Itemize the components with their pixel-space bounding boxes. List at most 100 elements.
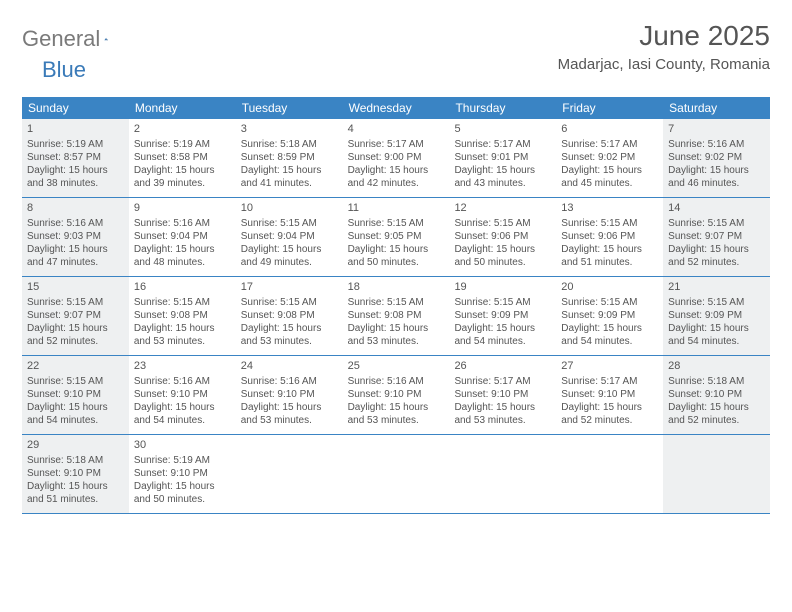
day-number: 7 [668, 122, 765, 136]
sunrise-text: Sunrise: 5:17 AM [454, 138, 551, 151]
sunrise-text: Sunrise: 5:16 AM [134, 375, 231, 388]
sunrise-text: Sunrise: 5:15 AM [27, 375, 124, 388]
day-number: 5 [454, 122, 551, 136]
daylight-text: Daylight: 15 hours [561, 164, 658, 177]
sunset-text: Sunset: 9:02 PM [561, 151, 658, 164]
day-cell: 21Sunrise: 5:15 AMSunset: 9:09 PMDayligh… [663, 277, 770, 355]
day-number: 20 [561, 280, 658, 294]
week-row: 15Sunrise: 5:15 AMSunset: 9:07 PMDayligh… [22, 277, 770, 356]
sunset-text: Sunset: 8:59 PM [241, 151, 338, 164]
daylight-text: Daylight: 15 hours [561, 401, 658, 414]
sunset-text: Sunset: 9:09 PM [668, 309, 765, 322]
day-cell: 3Sunrise: 5:18 AMSunset: 8:59 PMDaylight… [236, 119, 343, 197]
daylight-text: and 51 minutes. [561, 256, 658, 269]
daylight-text: Daylight: 15 hours [241, 164, 338, 177]
day-number: 4 [348, 122, 445, 136]
logo: General [22, 26, 130, 52]
daylight-text: Daylight: 15 hours [454, 164, 551, 177]
day-number: 8 [27, 201, 124, 215]
daylight-text: and 54 minutes. [668, 335, 765, 348]
daylight-text: Daylight: 15 hours [134, 322, 231, 335]
daylight-text: and 50 minutes. [454, 256, 551, 269]
sunrise-text: Sunrise: 5:15 AM [241, 217, 338, 230]
sunrise-text: Sunrise: 5:15 AM [241, 296, 338, 309]
sunrise-text: Sunrise: 5:18 AM [668, 375, 765, 388]
day-number: 1 [27, 122, 124, 136]
daylight-text: and 42 minutes. [348, 177, 445, 190]
logo-text-2: Blue [42, 57, 86, 82]
sunset-text: Sunset: 9:10 PM [668, 388, 765, 401]
weekday-sunday: Sunday [22, 97, 129, 119]
daylight-text: and 52 minutes. [668, 256, 765, 269]
day-cell: 11Sunrise: 5:15 AMSunset: 9:05 PMDayligh… [343, 198, 450, 276]
day-cell: 14Sunrise: 5:15 AMSunset: 9:07 PMDayligh… [663, 198, 770, 276]
sunrise-text: Sunrise: 5:15 AM [27, 296, 124, 309]
day-cell: 23Sunrise: 5:16 AMSunset: 9:10 PMDayligh… [129, 356, 236, 434]
day-cell: 26Sunrise: 5:17 AMSunset: 9:10 PMDayligh… [449, 356, 556, 434]
day-cell [449, 435, 556, 513]
sunrise-text: Sunrise: 5:17 AM [348, 138, 445, 151]
day-cell: 10Sunrise: 5:15 AMSunset: 9:04 PMDayligh… [236, 198, 343, 276]
sunrise-text: Sunrise: 5:15 AM [454, 296, 551, 309]
sunrise-text: Sunrise: 5:16 AM [348, 375, 445, 388]
weekday-friday: Friday [556, 97, 663, 119]
day-cell: 8Sunrise: 5:16 AMSunset: 9:03 PMDaylight… [22, 198, 129, 276]
weekday-saturday: Saturday [663, 97, 770, 119]
weekday-tuesday: Tuesday [236, 97, 343, 119]
calendar: Sunday Monday Tuesday Wednesday Thursday… [22, 97, 770, 514]
daylight-text: Daylight: 15 hours [27, 322, 124, 335]
daylight-text: Daylight: 15 hours [134, 243, 231, 256]
daylight-text: and 53 minutes. [454, 414, 551, 427]
day-number: 13 [561, 201, 658, 215]
day-number: 12 [454, 201, 551, 215]
day-number: 29 [27, 438, 124, 452]
day-cell: 13Sunrise: 5:15 AMSunset: 9:06 PMDayligh… [556, 198, 663, 276]
sunrise-text: Sunrise: 5:17 AM [454, 375, 551, 388]
logo-text-1: General [22, 26, 100, 52]
weekday-thursday: Thursday [449, 97, 556, 119]
sunset-text: Sunset: 9:08 PM [134, 309, 231, 322]
sunset-text: Sunset: 9:01 PM [454, 151, 551, 164]
daylight-text: Daylight: 15 hours [134, 480, 231, 493]
day-cell: 19Sunrise: 5:15 AMSunset: 9:09 PMDayligh… [449, 277, 556, 355]
daylight-text: and 48 minutes. [134, 256, 231, 269]
daylight-text: and 50 minutes. [134, 493, 231, 506]
day-number: 17 [241, 280, 338, 294]
sunrise-text: Sunrise: 5:15 AM [454, 217, 551, 230]
day-number: 27 [561, 359, 658, 373]
sunrise-text: Sunrise: 5:15 AM [348, 296, 445, 309]
week-row: 8Sunrise: 5:16 AMSunset: 9:03 PMDaylight… [22, 198, 770, 277]
day-number: 19 [454, 280, 551, 294]
day-cell: 16Sunrise: 5:15 AMSunset: 9:08 PMDayligh… [129, 277, 236, 355]
daylight-text: Daylight: 15 hours [27, 164, 124, 177]
day-cell [236, 435, 343, 513]
sunset-text: Sunset: 9:02 PM [668, 151, 765, 164]
daylight-text: Daylight: 15 hours [241, 322, 338, 335]
daylight-text: and 53 minutes. [348, 335, 445, 348]
sunrise-text: Sunrise: 5:15 AM [668, 296, 765, 309]
day-number: 9 [134, 201, 231, 215]
day-number: 14 [668, 201, 765, 215]
daylight-text: Daylight: 15 hours [348, 243, 445, 256]
daylight-text: Daylight: 15 hours [668, 322, 765, 335]
day-cell: 1Sunrise: 5:19 AMSunset: 8:57 PMDaylight… [22, 119, 129, 197]
day-number: 23 [134, 359, 231, 373]
daylight-text: and 46 minutes. [668, 177, 765, 190]
day-cell: 30Sunrise: 5:19 AMSunset: 9:10 PMDayligh… [129, 435, 236, 513]
daylight-text: Daylight: 15 hours [454, 322, 551, 335]
sunset-text: Sunset: 9:05 PM [348, 230, 445, 243]
sunrise-text: Sunrise: 5:18 AM [27, 454, 124, 467]
day-number: 24 [241, 359, 338, 373]
daylight-text: and 41 minutes. [241, 177, 338, 190]
day-cell: 5 Sunrise: 5:17 AMSunset: 9:01 PMDaylight… [449, 119, 556, 197]
day-number: 6 [561, 122, 658, 136]
day-number: 28 [668, 359, 765, 373]
daylight-text: and 53 minutes. [134, 335, 231, 348]
daylight-text: and 54 minutes. [27, 414, 124, 427]
sunset-text: Sunset: 9:03 PM [27, 230, 124, 243]
week-row: 1Sunrise: 5:19 AMSunset: 8:57 PMDaylight… [22, 119, 770, 198]
logo-sail-icon [104, 30, 108, 48]
daylight-text: Daylight: 15 hours [27, 480, 124, 493]
day-cell: 27Sunrise: 5:17 AMSunset: 9:10 PMDayligh… [556, 356, 663, 434]
sunrise-text: Sunrise: 5:19 AM [134, 138, 231, 151]
